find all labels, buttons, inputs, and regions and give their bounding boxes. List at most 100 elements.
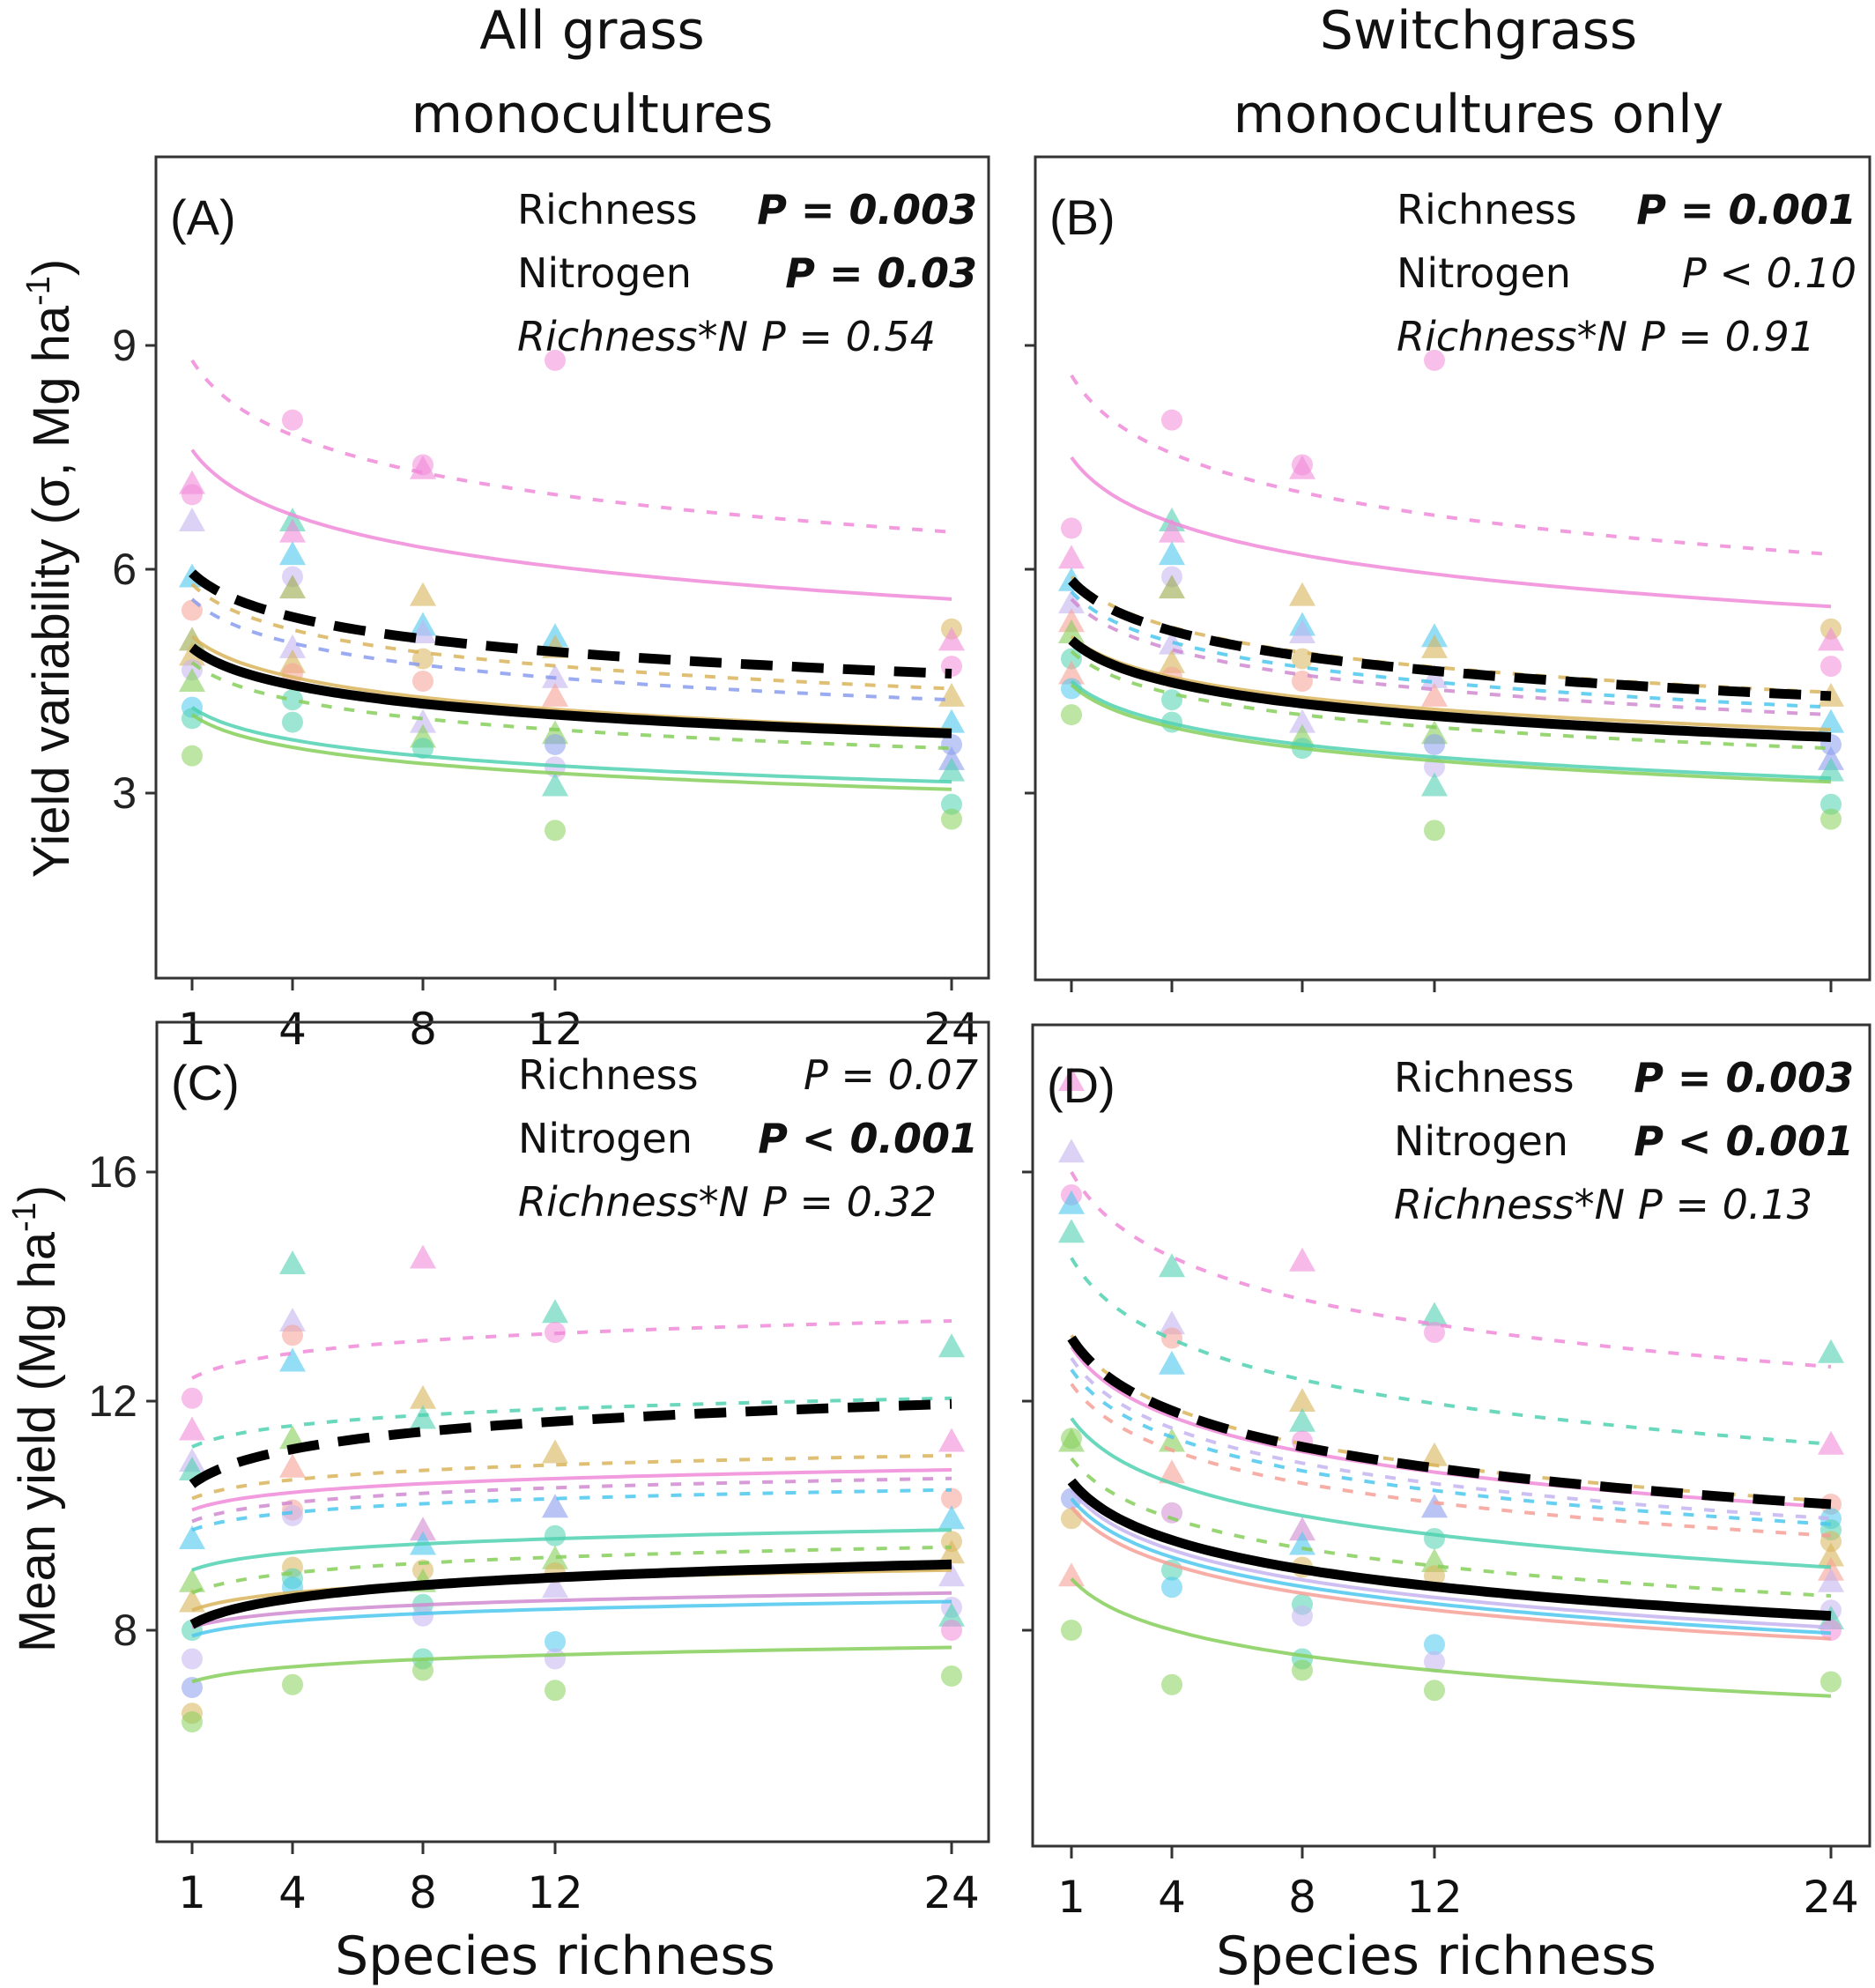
column-title-left-line2: monocultures — [411, 84, 774, 145]
column-title-right-line2: monocultures only — [1234, 84, 1724, 145]
data-point-triangle — [410, 1244, 436, 1269]
data-point-triangle — [1289, 455, 1315, 479]
data-point-circle — [182, 484, 203, 506]
x-tick-label: 12 — [527, 1867, 583, 1918]
data-point-triangle — [1058, 1190, 1085, 1214]
fit-curve-green-lowN — [1070, 1577, 1832, 1698]
fit-curve-cyan-highN — [191, 1487, 952, 1532]
fit-curve-pink-highN — [1070, 374, 1832, 557]
data-point-triangle — [410, 582, 436, 606]
panel-label: (B) — [1049, 189, 1115, 245]
data-point-circle — [1161, 1673, 1182, 1695]
data-point-circle — [545, 820, 566, 842]
x-tick-label: 8 — [409, 1867, 437, 1918]
data-point-circle — [941, 1487, 962, 1510]
data-point-circle — [941, 793, 962, 815]
data-point-circle — [941, 1620, 962, 1641]
data-point-circle — [1820, 793, 1842, 815]
fit-curve-teal-highN — [1070, 1257, 1832, 1446]
panel-label: (C) — [171, 1055, 240, 1110]
data-point-circle — [1820, 656, 1842, 678]
data-point-circle — [1424, 1650, 1445, 1673]
data-point-triangle — [1289, 708, 1315, 733]
panel-frame — [1031, 1023, 1871, 1848]
data-point-circle — [1161, 1576, 1182, 1599]
data-point-circle — [941, 808, 962, 830]
fit-curve-cyan-highN — [1070, 1369, 1832, 1526]
panel-b: (B) Richness P = 0.001 Nitrogen P < 0.10 Rich… — [1025, 155, 1871, 992]
data-point-triangle — [938, 1602, 965, 1627]
data-point-triangle — [938, 1539, 965, 1564]
data-point-circle — [1424, 733, 1445, 755]
data-point-triangle — [1289, 1407, 1315, 1432]
data-point-triangle — [179, 668, 205, 692]
data-point-circle — [1161, 409, 1182, 431]
fit-curve-mauve-highN — [191, 1476, 952, 1524]
stat-name: Richness*N — [518, 1178, 749, 1226]
data-point-triangle — [1159, 1459, 1185, 1484]
fit-curve-blue-highN — [190, 597, 952, 702]
data-point-circle — [1161, 1327, 1182, 1349]
stat-name: Richness — [1397, 186, 1577, 234]
data-point-triangle — [1159, 541, 1185, 566]
data-point-triangle — [1159, 575, 1185, 599]
data-point-circle — [545, 1680, 566, 1702]
fit-curve-green-lowN — [191, 1645, 952, 1684]
data-point-triangle — [1159, 649, 1185, 673]
stat-name: Richness — [1394, 1054, 1575, 1102]
fit-curve-green-highN — [1070, 649, 1832, 751]
data-point-triangle — [938, 1505, 965, 1530]
data-point-triangle — [1159, 630, 1185, 655]
data-point-triangle — [1058, 1139, 1085, 1163]
data-point-triangle — [279, 1347, 306, 1372]
data-point-circle — [282, 711, 303, 733]
data-point-circle — [1424, 1528, 1445, 1549]
data-point-circle — [1292, 1605, 1313, 1627]
data-point-triangle — [1818, 627, 1844, 651]
panel-frame — [155, 1020, 990, 1843]
plot-area — [1058, 349, 1844, 842]
data-point-circle — [282, 1505, 303, 1526]
data-point-circle — [545, 1648, 566, 1670]
data-point-triangle — [1159, 1428, 1185, 1452]
data-point-circle — [1424, 1634, 1445, 1656]
data-point-triangle — [1058, 619, 1085, 643]
stat-p-value: P = 0.07 — [804, 1051, 978, 1099]
fit-curve-salmon-highN — [1070, 1383, 1832, 1538]
data-point-triangle — [1818, 1430, 1844, 1455]
stat-name: Nitrogen — [518, 1115, 693, 1162]
panel-frame — [154, 155, 990, 980]
data-point-triangle — [410, 708, 436, 733]
data-point-triangle — [542, 682, 568, 707]
y-axis-title-bottom: Mean yield (Mg ha-1) — [6, 1185, 66, 1652]
plot-area — [179, 1244, 965, 1732]
data-point-triangle — [542, 1574, 568, 1599]
data-point-circle — [282, 409, 303, 431]
data-point-circle — [1424, 1680, 1445, 1702]
data-point-triangle — [1159, 1310, 1185, 1335]
y-tick-label: 9 — [112, 321, 137, 370]
data-point-triangle — [1818, 708, 1844, 733]
data-point-circle — [282, 689, 303, 711]
data-point-triangle — [1818, 757, 1844, 782]
data-point-triangle — [279, 1308, 306, 1332]
data-point-triangle — [938, 708, 965, 733]
fit-curve-mean-highN — [189, 569, 952, 679]
data-point-triangle — [1421, 1494, 1448, 1518]
stat-name: Nitrogen — [1394, 1117, 1568, 1165]
x-tick-label: 24 — [923, 1867, 980, 1918]
data-point-triangle — [1818, 1542, 1844, 1567]
data-point-triangle — [179, 1416, 205, 1441]
data-point-triangle — [179, 507, 205, 531]
data-point-triangle — [542, 1494, 568, 1518]
data-point-triangle — [1289, 1388, 1315, 1412]
panel-label: (D) — [1047, 1057, 1115, 1113]
stat-p-value: P = 0.03 — [785, 249, 977, 297]
data-point-triangle — [1421, 1302, 1448, 1326]
x-axis-title-left: Species richness — [335, 1925, 775, 1987]
data-point-triangle — [1058, 545, 1085, 569]
fit-curve-cyan-lowN — [191, 1599, 952, 1638]
data-point-triangle — [542, 1439, 568, 1464]
data-point-circle — [182, 599, 203, 621]
